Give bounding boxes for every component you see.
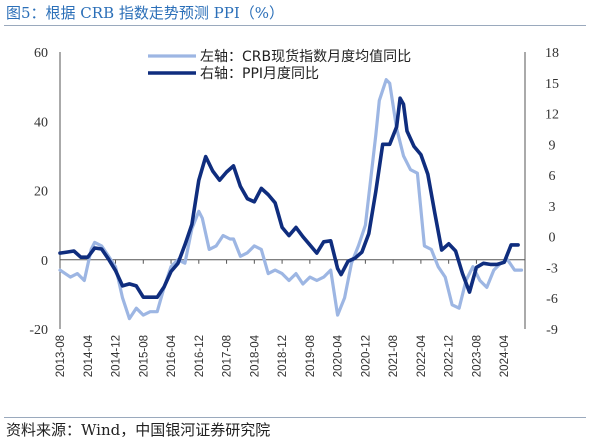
right-tick-label: 0 [549, 231, 556, 246]
left-tick-label: 40 [34, 115, 48, 130]
right-tick-label: 6 [549, 169, 556, 184]
x-tick-label: 2015-08 [138, 335, 150, 377]
right-axis: 18 15 12 9 6 3 0 -3 -6 -9 [524, 46, 559, 338]
right-tick-label: -3 [546, 261, 558, 276]
x-tick-label: 2019-08 [305, 335, 317, 377]
right-tick-label: 12 [545, 108, 559, 123]
legend-label: 右轴：PPI月度同比 [200, 66, 319, 82]
x-tick-label: 2017-08 [222, 335, 234, 377]
x-tick-label: 2020-04 [333, 334, 345, 377]
left-tick-label: -20 [29, 323, 48, 338]
left-axis: 60 40 20 0 -20 [29, 46, 61, 338]
legend-label: 左轴：CRB现货指数月度均值同比 [200, 48, 411, 65]
x-tick-label: 2024-04 [499, 334, 511, 377]
x-tick-label: 2021-08 [388, 335, 400, 377]
x-tick-label: 2016-04 [166, 334, 178, 377]
x-tick-label: 2022-12 [444, 335, 456, 377]
source-rule [4, 417, 586, 418]
title-rule [4, 25, 586, 26]
source-note: 资料来源：Wind，中国银河证券研究院 [6, 421, 271, 439]
right-tick-label: 9 [549, 138, 556, 153]
crb-series-line [58, 78, 524, 321]
chart-title: 图5：根据 CRB 指数走势预测 PPI（%） [6, 4, 285, 22]
left-tick-label: 60 [34, 46, 48, 61]
ppi-series-line [58, 96, 520, 299]
right-tick-label: 18 [545, 46, 559, 61]
right-tick-label: -9 [546, 323, 558, 338]
plot-lines [58, 78, 524, 321]
x-tick-label: 2018-04 [249, 334, 261, 377]
x-axis: 2013-08 2014-04 2014-12 2015-08 2016-04 2016-… [55, 259, 525, 377]
x-tick-label: 2020-12 [360, 335, 372, 377]
x-tick-label: 2014-12 [111, 335, 123, 377]
x-tick-label: 2022-04 [416, 334, 428, 377]
x-tick-label: 2018-12 [277, 335, 289, 377]
right-tick-label: 3 [549, 200, 556, 215]
x-tick-label: 2013-08 [55, 335, 67, 377]
left-tick-label: 20 [34, 185, 48, 200]
x-tick-label: 2023-08 [471, 335, 483, 377]
x-tick-label: 2016-12 [194, 335, 206, 377]
left-tick-label: 0 [41, 254, 48, 269]
right-tick-label: -6 [546, 292, 558, 307]
right-tick-label: 15 [545, 77, 559, 92]
x-tick-label: 2014-04 [83, 334, 95, 377]
